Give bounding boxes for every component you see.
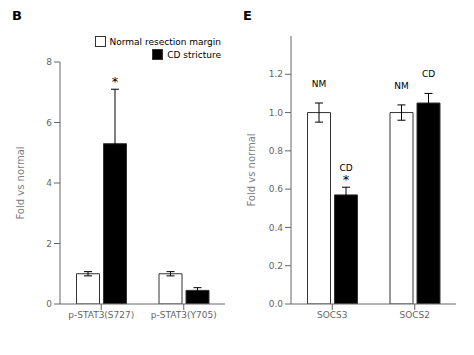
svg-text:NM: NM (394, 81, 409, 91)
svg-text:0.6: 0.6 (269, 184, 284, 194)
svg-text:*: * (343, 172, 350, 187)
html-text:E: E (243, 8, 252, 23)
svg-text:Fold vs normal: Fold vs normal (246, 133, 257, 206)
svg-text:0.2: 0.2 (269, 261, 283, 271)
svg-text:1.2: 1.2 (269, 69, 283, 79)
svg-text:0: 0 (46, 299, 52, 309)
svg-text:*: * (112, 74, 119, 89)
svg-text:4: 4 (46, 178, 52, 188)
svg-text:0.0: 0.0 (269, 299, 284, 309)
svg-text:CD: CD (339, 163, 352, 173)
svg-text:6: 6 (46, 118, 52, 128)
svg-text:Fold vs normal: Fold vs normal (15, 146, 26, 219)
svg-text:0.4: 0.4 (269, 223, 284, 233)
svg-text:p-STAT3(Y705): p-STAT3(Y705) (151, 310, 217, 320)
svg-text:0.8: 0.8 (269, 146, 284, 156)
svg-text:2: 2 (46, 239, 52, 249)
svg-text:SOCS3: SOCS3 (317, 310, 348, 320)
html-text:B: B (12, 8, 22, 23)
svg-text:8: 8 (46, 57, 52, 67)
svg-text:CD: CD (422, 69, 435, 79)
svg-text:p-STAT3(S727): p-STAT3(S727) (68, 310, 134, 320)
svg-text:1.0: 1.0 (269, 108, 284, 118)
html-text:CD stricture: CD stricture (167, 49, 221, 60)
svg-text:NM: NM (312, 79, 327, 89)
html-text:Normal resection margin: Normal resection margin (109, 36, 221, 47)
svg-text:SOCS2: SOCS2 (399, 310, 430, 320)
